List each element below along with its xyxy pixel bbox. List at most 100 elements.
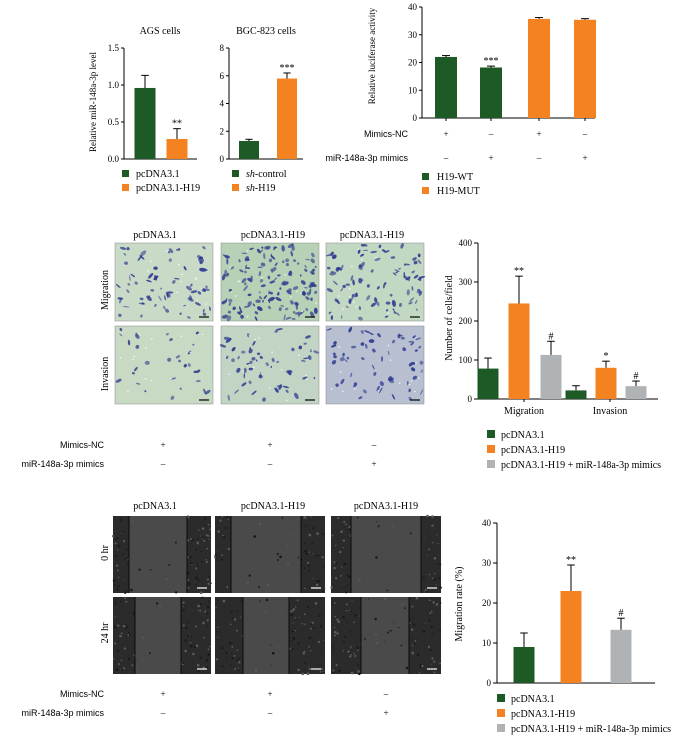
stained-cell bbox=[413, 274, 419, 279]
cell-speck bbox=[120, 632, 123, 635]
cell-speck bbox=[348, 609, 350, 612]
cell-speck bbox=[411, 644, 414, 647]
stained-cell bbox=[134, 281, 138, 285]
stained-cell bbox=[225, 337, 232, 343]
stained-cell bbox=[408, 279, 411, 282]
cell-speck bbox=[310, 635, 313, 638]
cell-speck bbox=[344, 635, 347, 638]
cell-speck bbox=[276, 552, 279, 556]
cell-speck bbox=[207, 523, 210, 526]
membrane-pore bbox=[151, 338, 153, 340]
wound-row-label-0hr: 0 hr bbox=[100, 544, 111, 561]
cell-speck bbox=[219, 519, 222, 522]
stained-cell bbox=[342, 284, 346, 289]
cell-speck bbox=[238, 660, 241, 664]
membrane-pore bbox=[352, 301, 355, 304]
stained-cell bbox=[241, 278, 247, 283]
cell-speck bbox=[231, 657, 234, 660]
stained-cell bbox=[236, 367, 241, 373]
stained-cell bbox=[170, 377, 177, 380]
cell-speck bbox=[358, 578, 361, 581]
wound-gap bbox=[231, 516, 301, 593]
stained-cell bbox=[305, 296, 310, 300]
stained-cell bbox=[285, 263, 289, 267]
stained-cell bbox=[167, 250, 171, 254]
cell-speck bbox=[336, 618, 339, 621]
stained-cell bbox=[374, 297, 378, 303]
stained-cell bbox=[298, 345, 303, 350]
stained-cell bbox=[259, 291, 261, 294]
luc-treatment-mark: – bbox=[488, 129, 494, 139]
cell-speck bbox=[189, 556, 192, 559]
cell-speck bbox=[428, 619, 431, 622]
wound-gap bbox=[135, 597, 181, 674]
stained-cell bbox=[202, 308, 205, 313]
stained-cell bbox=[364, 330, 371, 334]
membrane-pore bbox=[342, 390, 344, 393]
stained-cell bbox=[406, 289, 410, 296]
cell-speck bbox=[116, 536, 119, 540]
cell-speck bbox=[112, 657, 115, 660]
stained-cell bbox=[331, 359, 337, 365]
stained-cell bbox=[340, 288, 344, 292]
stained-cell bbox=[408, 388, 411, 393]
cell-speck bbox=[206, 619, 209, 622]
cell-speck bbox=[342, 615, 345, 619]
cell-speck bbox=[431, 633, 434, 635]
micrograph bbox=[114, 242, 214, 322]
membrane-pore bbox=[389, 359, 392, 361]
stained-cell bbox=[335, 267, 340, 272]
cell-speck bbox=[436, 534, 438, 536]
stained-cell bbox=[230, 266, 235, 270]
cell-speck bbox=[333, 566, 336, 570]
cell-speck bbox=[222, 534, 224, 537]
cells-chart: 0 100 200 300 400 ** # Migration * # Invasion bbox=[459, 238, 658, 417]
membrane-pore bbox=[268, 387, 271, 389]
cell-speck bbox=[122, 624, 126, 628]
stained-cell bbox=[123, 261, 128, 266]
cell-speck bbox=[192, 652, 195, 656]
luc-bar bbox=[528, 18, 550, 118]
wound-image bbox=[215, 597, 325, 676]
stained-cell bbox=[360, 253, 365, 257]
stained-cell bbox=[409, 297, 415, 302]
panel-f: Migration rate (%) 0 10 20 30 40 ** # pcDNA3.1… bbox=[454, 518, 671, 735]
membrane-pore bbox=[237, 280, 240, 283]
cell-speck bbox=[130, 588, 133, 592]
cell-speck bbox=[159, 605, 162, 608]
luc-treatment-mark: – bbox=[443, 153, 449, 163]
stained-cell bbox=[257, 306, 262, 310]
membrane-pore bbox=[285, 399, 288, 402]
cell-speck bbox=[297, 642, 300, 645]
membrane-pore bbox=[119, 357, 122, 359]
cell-speck bbox=[209, 528, 212, 531]
cell-speck bbox=[431, 524, 434, 527]
cell-speck bbox=[310, 623, 313, 626]
cell-speck bbox=[203, 539, 206, 542]
cell-speck bbox=[174, 541, 177, 544]
micrograph-background bbox=[325, 242, 425, 322]
membrane-pore bbox=[330, 312, 332, 315]
migrate-bar bbox=[513, 647, 535, 683]
stained-cell bbox=[158, 295, 162, 301]
stained-cell bbox=[362, 243, 368, 247]
cell-speck bbox=[334, 544, 337, 547]
cell-speck bbox=[409, 532, 412, 535]
stained-cell bbox=[119, 333, 123, 337]
stained-cell bbox=[288, 273, 291, 276]
stained-cell bbox=[140, 314, 143, 318]
stained-cell bbox=[248, 367, 253, 371]
cell-speck bbox=[308, 551, 310, 553]
wound-treatment-marks: + + – – – + bbox=[160, 689, 389, 718]
cell-speck bbox=[428, 599, 430, 601]
luc-significance: *** bbox=[484, 56, 499, 67]
cell-speck bbox=[195, 548, 198, 551]
cell-speck bbox=[303, 613, 306, 616]
wound-treatment-mark: + bbox=[160, 689, 165, 699]
cell-speck bbox=[166, 578, 169, 581]
stained-cell bbox=[377, 333, 381, 338]
cell-speck bbox=[201, 596, 204, 599]
cell-speck bbox=[422, 576, 425, 579]
cell-speck bbox=[426, 554, 428, 556]
cell-speck bbox=[190, 635, 193, 638]
